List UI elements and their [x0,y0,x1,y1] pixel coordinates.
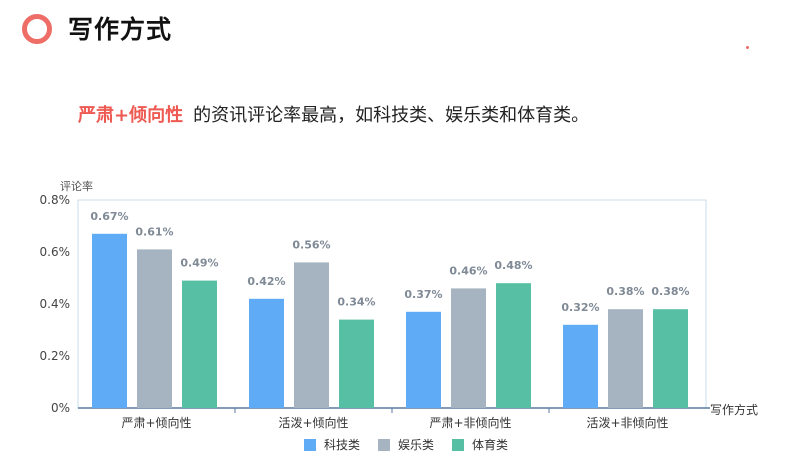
data-label: 0.48% [494,259,532,272]
y-tick-label: 0.4% [40,297,71,311]
legend-label: 科技类 [323,438,360,452]
legend-swatch [303,438,316,451]
page-title: 写作方式 [68,15,173,44]
legend-label: 体育类 [472,438,509,452]
x-tick-label: 活泼+倾向性 [278,415,348,430]
legend-item: 科技类 [303,436,360,453]
headline-highlight: 严肃+倾向性 [78,105,184,126]
data-label: 0.61% [135,225,173,238]
y-tick-label: 0.2% [40,349,71,363]
data-label: 0.37% [404,288,442,301]
legend-item: 体育类 [452,436,508,453]
legend-label: 娱乐类 [397,438,434,452]
x-tick-label: 活泼+非倾向性 [586,415,668,430]
bar [182,280,217,408]
ring-icon [22,14,52,44]
headline-text: 的资讯评论率最高，如科技类、娱乐类和体育类。 [193,105,590,126]
data-label: 0.34% [337,296,375,309]
bar [137,249,172,408]
bar [608,309,643,408]
header: 写作方式 [22,6,172,50]
x-axis-title: 写作方式 [710,403,759,417]
bar [496,283,531,408]
bar [406,311,441,408]
decorative-dot [746,46,749,49]
data-label: 0.42% [247,275,285,288]
headline: 严肃+倾向性 的资讯评论率最高，如科技类、娱乐类和体育类。 [78,101,589,127]
bar [249,298,284,408]
bar [339,319,374,408]
y-tick-label: 0.8% [40,193,71,207]
data-label: 0.46% [449,264,487,277]
bar [294,262,329,408]
data-label: 0.38% [651,285,689,298]
y-tick-label: 0% [51,401,70,415]
data-label: 0.49% [180,257,218,270]
bar [563,324,598,408]
data-label: 0.38% [606,285,644,298]
x-tick-label: 严肃+非倾向性 [429,415,511,430]
bar [653,309,688,408]
y-tick-label: 0.6% [40,245,71,259]
data-label: 0.67% [90,210,128,223]
legend-item: 娱乐类 [377,436,434,453]
bar [451,288,486,408]
y-axis-title: 评论率 [60,180,93,193]
legend-swatch [452,438,464,451]
data-label: 0.56% [292,238,330,251]
bar [92,233,127,408]
data-label: 0.32% [561,301,599,314]
x-tick-label: 严肃+倾向性 [121,415,191,430]
legend-swatch [377,438,390,451]
legend: 科技类 娱乐类 体育类 [0,436,798,453]
